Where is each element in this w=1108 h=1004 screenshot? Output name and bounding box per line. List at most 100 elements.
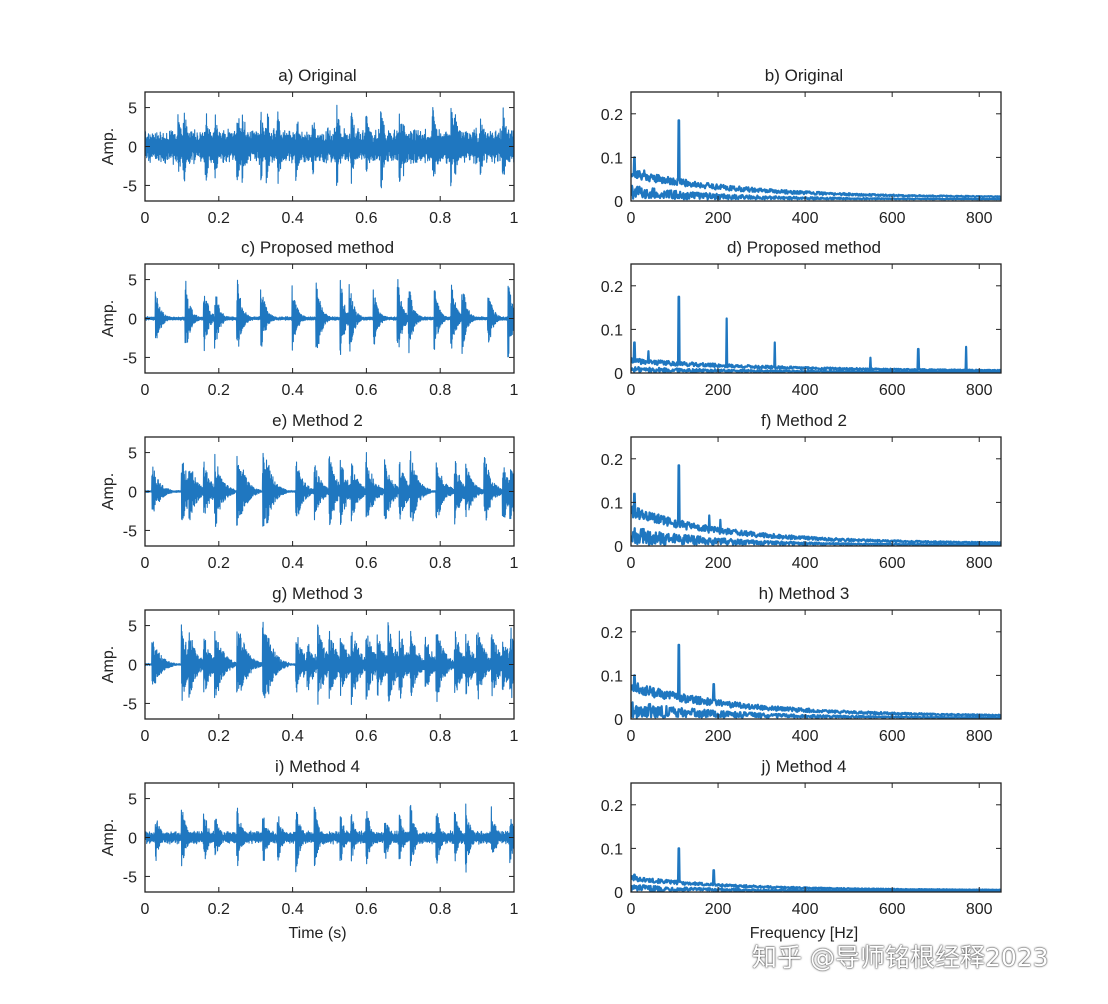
x-tick-label-d: 200 (705, 382, 732, 399)
y-axis-label-i: Amp. (100, 819, 117, 856)
x-tick-label-i: 0.4 (281, 901, 303, 918)
y-tick-label-b: 0.2 (601, 107, 623, 124)
x-tick-label-c: 0.2 (208, 382, 230, 399)
x-tick-label-g: 1 (510, 728, 519, 745)
x-tick-label-i: 0.6 (355, 901, 377, 918)
axes-frame-d (630, 263, 1002, 374)
x-tick-label-b: 0 (627, 210, 636, 227)
signal-line-c (145, 279, 514, 358)
x-tick-label-j: 200 (705, 901, 732, 918)
y-tick-label-e: -5 (123, 523, 137, 540)
y-tick-label-c: 0 (128, 312, 137, 329)
subplot-title-b: b) Original (765, 66, 843, 85)
x-tick-label-c: 1 (510, 382, 519, 399)
x-tick-label-a: 0.4 (281, 210, 303, 227)
x-tick-label-c: 0.6 (355, 382, 377, 399)
x-tick-label-f: 0 (627, 555, 636, 572)
subplot-d: 0 200 400 600 800 0.2 0.1 0 d) Proposed method (601, 238, 1002, 399)
x-tick-label-c: 0.8 (429, 382, 451, 399)
signal-line-e (145, 451, 514, 527)
x-tick-label-a: 1 (510, 210, 519, 227)
y-axis-label-a: Amp. (100, 128, 117, 165)
x-tick-label-i: 1 (510, 901, 519, 918)
subplot-title-f: f) Method 2 (761, 411, 847, 430)
y-tick-label-g: -5 (123, 696, 137, 713)
signal-line-f (631, 464, 1001, 546)
x-tick-label-f: 400 (792, 555, 819, 572)
subplot-title-i: i) Method 4 (275, 757, 360, 776)
x-tick-label-b: 600 (879, 210, 906, 227)
y-tick-label-f: 0 (614, 539, 623, 556)
x-tick-label-g: 0 (141, 728, 150, 745)
signal-line-d (631, 295, 1001, 373)
y-tick-label-a: 5 (128, 101, 137, 118)
signal-line-h (631, 643, 1001, 719)
x-tick-label-h: 600 (879, 728, 906, 745)
x-tick-label-a: 0.2 (208, 210, 230, 227)
x-tick-label-d: 400 (792, 382, 819, 399)
y-axis-label-c: Amp. (100, 300, 117, 337)
subplot-title-a: a) Original (278, 66, 356, 85)
x-tick-label-d: 0 (627, 382, 636, 399)
subplot-title-e: e) Method 2 (272, 411, 363, 430)
x-tick-label-e: 0.2 (208, 555, 230, 572)
x-tick-label-j: 400 (792, 901, 819, 918)
x-axis-label-i: Time (s) (288, 925, 346, 942)
y-tick-label-a: 0 (128, 140, 137, 157)
x-tick-label-e: 0.4 (281, 555, 303, 572)
axes-frame-j (630, 782, 1002, 893)
watermark-text: 知乎 @导师铭根经释2023 (752, 943, 1049, 972)
x-tick-label-i: 0 (141, 901, 150, 918)
x-tick-label-h: 200 (705, 728, 732, 745)
signal-line-b (631, 119, 1001, 201)
x-tick-label-f: 800 (966, 555, 993, 572)
x-tick-label-b: 800 (966, 210, 993, 227)
y-tick-label-b: 0 (614, 194, 623, 211)
subplot-title-j: j) Method 4 (760, 757, 846, 776)
y-tick-label-g: 5 (128, 619, 137, 636)
x-tick-label-j: 600 (879, 901, 906, 918)
y-tick-label-b: 0.1 (601, 150, 623, 167)
y-tick-label-j: 0.1 (601, 841, 623, 858)
x-tick-label-e: 0.6 (355, 555, 377, 572)
y-tick-label-e: 5 (128, 446, 137, 463)
x-tick-label-e: 0.8 (429, 555, 451, 572)
y-tick-label-h: 0.2 (601, 625, 623, 642)
subplot-title-h: h) Method 3 (759, 584, 850, 603)
subplot-f: 0 200 400 600 800 0.2 0.1 0 f) Method 2 (601, 411, 1002, 572)
y-tick-label-d: 0.2 (601, 279, 623, 296)
subplot-b: 0 200 400 600 800 0.2 0.1 0 b) Original (601, 66, 1002, 227)
signal-line-a (145, 104, 514, 189)
y-tick-label-f: 0.2 (601, 452, 623, 469)
y-tick-label-d: 0.1 (601, 322, 623, 339)
x-tick-label-d: 800 (966, 382, 993, 399)
x-tick-label-d: 600 (879, 382, 906, 399)
x-tick-label-a: 0.8 (429, 210, 451, 227)
y-tick-label-j: 0 (614, 885, 623, 902)
x-axis-label-j: Frequency [Hz] (750, 925, 858, 942)
subplot-title-d: d) Proposed method (727, 238, 881, 257)
y-tick-label-h: 0 (614, 712, 623, 729)
y-tick-label-f: 0.1 (601, 495, 623, 512)
x-tick-label-e: 0 (141, 555, 150, 572)
y-tick-label-i: -5 (123, 869, 137, 886)
x-tick-label-b: 200 (705, 210, 732, 227)
y-tick-label-j: 0.2 (601, 798, 623, 815)
axes-frame-f (630, 436, 1002, 547)
x-tick-label-b: 400 (792, 210, 819, 227)
x-tick-label-c: 0 (141, 382, 150, 399)
x-tick-label-i: 0.2 (208, 901, 230, 918)
signal-line-j (631, 847, 1001, 892)
y-tick-label-i: 0 (128, 831, 137, 848)
x-tick-label-g: 0.4 (281, 728, 303, 745)
x-tick-label-g: 0.6 (355, 728, 377, 745)
signal-line-g (145, 621, 514, 705)
axes-frame-b (630, 91, 1002, 202)
y-tick-label-d: 0 (614, 366, 623, 383)
